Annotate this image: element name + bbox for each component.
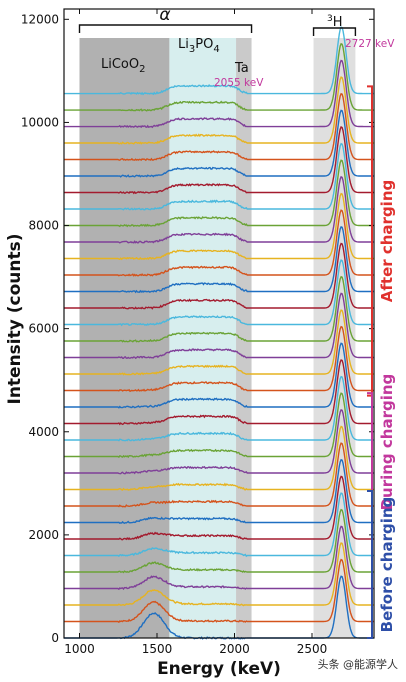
trace-15 xyxy=(64,342,374,409)
tritium-label: 3H xyxy=(327,14,343,30)
trace-14 xyxy=(64,359,374,426)
axes: 0 2000 4000 6000 8000 10000 12000 1000 1500 2000 2… xyxy=(21,8,375,656)
group-bracket-0 xyxy=(367,85,373,397)
trace-10 xyxy=(64,425,374,491)
li3po4-label: Li3PO4 xyxy=(178,37,220,55)
trace-23 xyxy=(64,209,374,277)
trace-4 xyxy=(64,525,374,591)
trace-6 xyxy=(64,492,374,558)
trace-29 xyxy=(64,109,374,178)
alpha-bracket xyxy=(78,24,253,33)
trace-18 xyxy=(64,292,374,360)
group-label-1: During charging xyxy=(378,374,396,511)
y-tick-label-8000: 8000 xyxy=(28,219,59,233)
x-tick-label-1000: 1000 xyxy=(64,642,95,656)
edge-2727-label: 2727 keV xyxy=(345,38,395,50)
x-tick-label-2500: 2500 xyxy=(297,642,328,656)
trace-33 xyxy=(64,42,374,112)
trace-11 xyxy=(64,408,374,475)
alpha-label: α xyxy=(159,5,170,25)
group-bracket-1 xyxy=(367,392,373,493)
y-tick-label-12000: 12000 xyxy=(21,12,59,26)
watermark: 头条 @能源学人 xyxy=(317,658,399,671)
trace-2 xyxy=(64,558,374,624)
ta-label: Ta xyxy=(234,61,249,76)
trace-20 xyxy=(64,259,374,327)
y-tick-label-6000: 6000 xyxy=(28,322,59,336)
y-tick-label-2000: 2000 xyxy=(28,528,59,542)
trace-9 xyxy=(64,442,374,508)
tritium-bracket xyxy=(312,27,357,36)
trace-16 xyxy=(64,325,374,393)
trace-5 xyxy=(64,508,374,574)
group-label-2: Before charging xyxy=(378,497,396,633)
trace-26 xyxy=(64,159,374,228)
trace-19 xyxy=(64,275,374,343)
shaded-regions xyxy=(79,38,356,638)
trace-28 xyxy=(64,126,374,195)
trace-25 xyxy=(64,175,374,244)
y-tick-label-0: 0 xyxy=(51,631,59,645)
plot-frame xyxy=(63,8,375,639)
trace-34 xyxy=(64,26,374,96)
y-tick-label-10000: 10000 xyxy=(21,115,59,129)
trace-31 xyxy=(64,76,374,145)
trace-30 xyxy=(64,92,374,162)
trace-3 xyxy=(64,542,374,607)
trace-24 xyxy=(64,192,374,261)
trace-27 xyxy=(64,142,374,211)
trace-13 xyxy=(64,375,374,442)
trace-22 xyxy=(64,225,374,294)
trace-12 xyxy=(64,392,374,459)
x-axis-title: Energy (keV) xyxy=(157,659,281,679)
x-tick-label-1500: 1500 xyxy=(142,642,173,656)
group-bracket-2 xyxy=(367,490,373,639)
edge-2055-label: 2055 keV xyxy=(214,77,264,89)
data-traces xyxy=(64,26,374,640)
y-axis-title: Intensity (counts) xyxy=(5,233,25,404)
trace-32 xyxy=(64,59,374,129)
x-tick-label-2000: 2000 xyxy=(219,642,250,656)
trace-8 xyxy=(64,458,374,525)
trace-21 xyxy=(64,242,374,310)
trace-7 xyxy=(64,475,374,541)
licoo2-label: LiCoO2 xyxy=(101,57,146,75)
group-label-0: After charging xyxy=(378,180,396,302)
y-tick-label-4000: 4000 xyxy=(28,425,59,439)
trace-17 xyxy=(64,309,374,376)
shaded-region-1 xyxy=(169,38,237,638)
